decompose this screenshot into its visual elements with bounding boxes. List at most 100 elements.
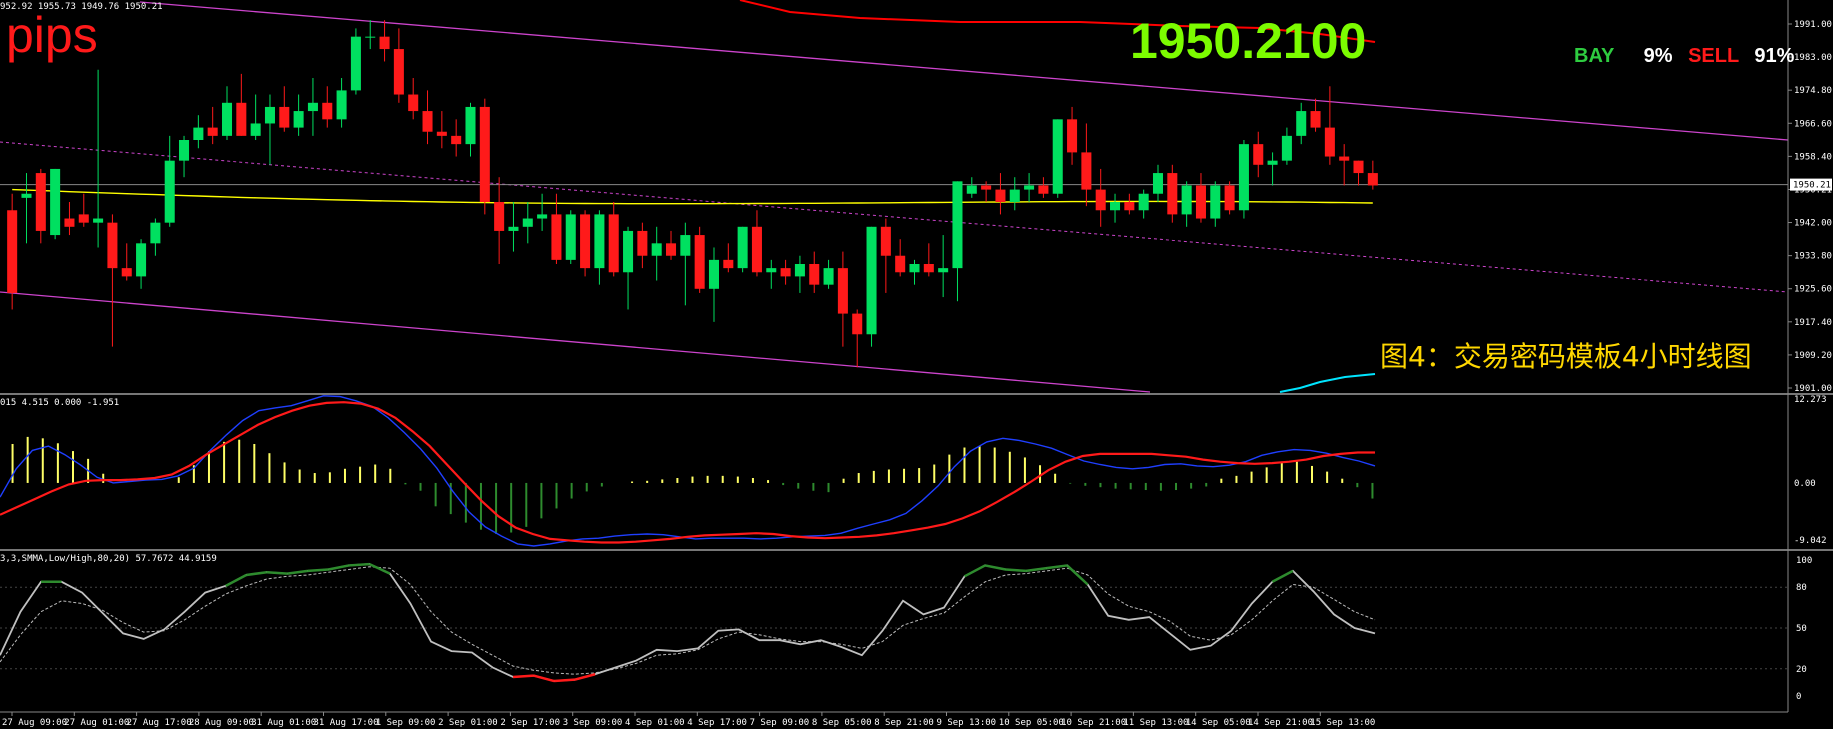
- candle: [164, 135, 175, 227]
- macd-label: 015 4.515 0.000 -1.951: [0, 398, 120, 408]
- candle: [107, 214, 118, 347]
- stochastic-zone-segment: [1005, 568, 1027, 573]
- candle-body: [608, 214, 619, 273]
- sentiment-readout: BAY 9% SELL 91%: [1574, 45, 1794, 68]
- buy-label: BAY: [1574, 45, 1615, 67]
- candle-body: [880, 226, 891, 256]
- stochastic-zone-segment: [512, 674, 534, 679]
- candle: [981, 181, 992, 202]
- price-tick-label: 1966.60: [1794, 119, 1832, 129]
- candle-body: [35, 173, 46, 231]
- price-tick-label: 1942.00: [1794, 219, 1832, 229]
- candle-body: [236, 102, 247, 136]
- candle: [1324, 86, 1335, 165]
- candle-body: [981, 185, 992, 190]
- candle: [1367, 160, 1378, 190]
- candle-body: [823, 268, 834, 285]
- candle-body: [307, 102, 318, 112]
- candle: [866, 226, 877, 347]
- candle: [50, 168, 61, 240]
- candle-body: [1152, 173, 1164, 194]
- candle: [350, 28, 361, 95]
- candle: [393, 28, 404, 103]
- chart-caption: 图4：交易密码模板4小时线图: [1380, 340, 1752, 373]
- candle: [336, 78, 347, 128]
- candle: [250, 94, 261, 140]
- candle-body: [723, 259, 734, 269]
- current-price-big: 1950.2100: [1130, 13, 1367, 69]
- stochastic-zone-segment: [287, 569, 309, 575]
- stochastic-zone-segment: [574, 673, 596, 681]
- candle: [78, 193, 89, 227]
- candle-body: [522, 218, 533, 227]
- candle: [264, 94, 275, 165]
- candle-body: [21, 193, 32, 198]
- candle-body: [50, 168, 61, 236]
- candle-body: [537, 214, 548, 219]
- candle-body: [694, 235, 705, 289]
- candle-body: [952, 181, 963, 269]
- stochastic-tick-label: 50: [1796, 624, 1807, 634]
- time-tick-label: 7 Sep 09:00: [750, 718, 810, 728]
- candle: [1296, 102, 1307, 145]
- candle-body: [422, 111, 433, 132]
- candle-body: [995, 189, 1006, 202]
- candle-body: [179, 140, 190, 161]
- candle-body: [1167, 173, 1178, 215]
- stochastic-zone-segment: [1025, 566, 1047, 573]
- candle: [794, 255, 805, 293]
- candle-body: [895, 255, 906, 273]
- candle-body: [1038, 185, 1049, 194]
- candle-body: [193, 127, 204, 140]
- time-tick-label: 8 Sep 21:00: [874, 718, 934, 728]
- candle-body: [207, 127, 218, 136]
- candle: [1038, 177, 1049, 198]
- candle-body: [64, 218, 75, 227]
- candle-body: [637, 230, 648, 256]
- channel-upper-line: [139, 1, 1789, 141]
- candle-body: [580, 214, 591, 269]
- candle-body: [680, 235, 691, 256]
- candle-body: [666, 243, 677, 256]
- candle-body: [150, 222, 161, 244]
- candle: [522, 202, 533, 244]
- time-tick-label: 9 Sep 13:00: [937, 718, 997, 728]
- candle: [694, 226, 705, 293]
- candle: [1210, 181, 1221, 227]
- candle: [823, 259, 834, 289]
- candle: [780, 259, 791, 285]
- time-tick-label: 28 Aug 09:00: [189, 718, 254, 728]
- candle: [221, 86, 233, 140]
- candle: [565, 210, 576, 264]
- candle: [1138, 189, 1149, 219]
- candle-body: [852, 313, 863, 335]
- lower-band-line: [1279, 373, 1376, 393]
- candle: [1167, 164, 1178, 223]
- candle-body: [136, 243, 147, 277]
- candle-body: [1210, 185, 1221, 219]
- candle: [279, 86, 290, 132]
- candle-body: [1195, 185, 1206, 219]
- candle-body: [651, 243, 662, 256]
- candle-body: [293, 111, 304, 128]
- stochastic-zone-segment: [1046, 564, 1068, 570]
- ohlc-readout: 952.92 1955.73 1949.76 1950.21: [0, 2, 163, 12]
- candle-body: [751, 226, 762, 273]
- time-tick-label: 8 Sep 05:00: [812, 718, 872, 728]
- candle-body: [1324, 127, 1335, 157]
- time-tick-label: 14 Sep 05:00: [1186, 718, 1251, 728]
- candle: [1310, 98, 1321, 132]
- price-tick-label: 1958.40: [1794, 152, 1832, 162]
- candle-body: [1181, 185, 1192, 215]
- candle: [494, 177, 505, 264]
- candle: [1009, 177, 1020, 211]
- stochastic-zone-segment: [328, 564, 350, 571]
- stochastic-zone-segment: [963, 564, 986, 578]
- candle-body: [866, 226, 877, 335]
- candle: [436, 111, 447, 149]
- candle: [751, 210, 762, 277]
- candle: [737, 226, 748, 273]
- candle-body: [923, 264, 934, 273]
- candle: [1267, 152, 1278, 186]
- stochastic-tick-label: 100: [1796, 556, 1812, 566]
